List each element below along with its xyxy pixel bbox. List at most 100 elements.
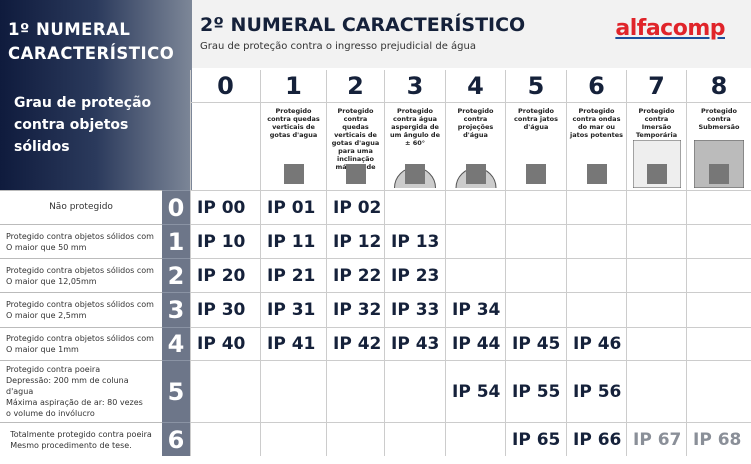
ip-code-cell: IP 45 [505, 327, 566, 360]
ip-code-cell: IP 11 [260, 224, 326, 258]
empty-cell [190, 360, 260, 422]
ip-code-cell: IP 30 [190, 292, 260, 327]
ip-code-cell: IP 21 [260, 258, 326, 292]
empty-cell [626, 360, 686, 422]
column-description-2: Protegido contra quedas verticais de got… [326, 102, 384, 190]
ip-code-cell: IP 65 [505, 422, 566, 456]
empty-cell [626, 292, 686, 327]
column-description-text: Protegido contra água aspergida de um ân… [390, 107, 440, 147]
ip-code-cell: IP 13 [384, 224, 445, 258]
ip-code-cell: IP 46 [566, 327, 626, 360]
empty-cell [260, 360, 326, 422]
column-description-8: Protegido contra Submersão [686, 102, 751, 190]
empty-cell [384, 190, 445, 224]
empty-cell [505, 258, 566, 292]
column-number-6: 6 [566, 70, 626, 102]
ip-code-cell: IP 01 [260, 190, 326, 224]
empty-cell [566, 190, 626, 224]
ip-code-cell: IP 23 [384, 258, 445, 292]
empty-cell [505, 292, 566, 327]
column-description-text: Protegido contra Imersão Temporária [635, 107, 678, 139]
row-number-3: 3 [162, 292, 190, 327]
column-number-3: 3 [384, 70, 445, 102]
empty-cell [326, 422, 384, 456]
empty-cell [626, 224, 686, 258]
water-protection-illustration-icon [694, 140, 744, 188]
ip-code-cell: IP 20 [190, 258, 260, 292]
row-label-0: Não protegido [0, 190, 162, 224]
column-description-7: Protegido contra Imersão Temporária [626, 102, 686, 190]
empty-cell [686, 292, 751, 327]
column-number-4: 4 [445, 70, 505, 102]
empty-cell [505, 190, 566, 224]
ip-code-cell: IP 67 [626, 422, 686, 456]
column-description-text: Protegido contra ondas do mar ou jatos p… [570, 107, 623, 139]
column-number-0: 0 [190, 70, 260, 102]
ip-code-cell: IP 42 [326, 327, 384, 360]
second-numeral-subtitle: Grau de proteção contra o ingresso preju… [200, 41, 476, 52]
water-protection-illustration-icon [632, 140, 681, 188]
column-number-7: 7 [626, 70, 686, 102]
empty-cell [686, 327, 751, 360]
row-number-5: 5 [162, 360, 190, 422]
second-numeral-header: 2º NUMERAL CARACTERÍSTICO Grau de proteç… [192, 0, 751, 68]
column-number-8: 8 [686, 70, 751, 102]
alfacomp-logo: alfacomp [615, 16, 725, 41]
row-number-4: 4 [162, 327, 190, 360]
empty-cell [505, 224, 566, 258]
ip-code-cell: IP 43 [384, 327, 445, 360]
ip-code-cell: IP 22 [326, 258, 384, 292]
ip-code-cell: IP 02 [326, 190, 384, 224]
column-description-text: Protegido contra projeções d'água [457, 107, 494, 139]
empty-cell [626, 190, 686, 224]
empty-cell [686, 190, 751, 224]
column-description-3: Protegido contra água aspergida de um ân… [384, 102, 445, 190]
ip-code-cell: IP 32 [326, 292, 384, 327]
column-description-0 [190, 102, 260, 190]
water-protection-illustration-icon [455, 164, 496, 188]
ip-code-cell: IP 56 [566, 360, 626, 422]
empty-cell [566, 224, 626, 258]
column-description-6: Protegido contra ondas do mar ou jatos p… [566, 102, 626, 190]
row-label-5: Protegido contra poeira Depressão: 200 m… [0, 360, 162, 422]
ip-code-cell: IP 66 [566, 422, 626, 456]
ip-code-cell: IP 10 [190, 224, 260, 258]
empty-cell [626, 258, 686, 292]
empty-cell [445, 258, 505, 292]
first-numeral-panel: 1º NUMERAL CARACTERÍSTICO Grau de proteç… [0, 0, 192, 190]
first-numeral-title: 1º NUMERAL CARACTERÍSTICO [8, 20, 175, 63]
empty-cell [686, 258, 751, 292]
empty-cell [626, 327, 686, 360]
empty-cell [445, 190, 505, 224]
row-number-6: 6 [162, 422, 190, 456]
empty-cell [190, 422, 260, 456]
column-description-text: Protegido contra Submersão [698, 107, 740, 131]
column-description-4: Protegido contra projeções d'água [445, 102, 505, 190]
water-protection-illustration-icon [345, 164, 366, 184]
row-label-4: Protegido contra objetos sólidos com O m… [0, 327, 162, 360]
row-label-6: Totalmente protegido contra poeira Mesmo… [0, 422, 162, 456]
empty-cell [566, 258, 626, 292]
row-number-0: 0 [162, 190, 190, 224]
ip-code-cell: IP 12 [326, 224, 384, 258]
ip-code-cell: IP 34 [445, 292, 505, 327]
empty-cell [686, 224, 751, 258]
water-protection-illustration-icon [283, 164, 304, 184]
ip-code-cell: IP 54 [445, 360, 505, 422]
second-numeral-title: 2º NUMERAL CARACTERÍSTICO [200, 14, 526, 36]
row-label-2: Protegido contra objetos sólidos com O m… [0, 258, 162, 292]
ip-code-cell: IP 40 [190, 327, 260, 360]
empty-cell [260, 422, 326, 456]
ip-code-cell: IP 00 [190, 190, 260, 224]
row-number-1: 1 [162, 224, 190, 258]
ip-code-cell: IP 33 [384, 292, 445, 327]
ip-code-cell: IP 44 [445, 327, 505, 360]
column-number-2: 2 [326, 70, 384, 102]
row-label-1: Protegido contra objetos sólidos com O m… [0, 224, 162, 258]
water-protection-illustration-icon [526, 164, 546, 184]
empty-cell [686, 360, 751, 422]
empty-cell [326, 360, 384, 422]
water-protection-illustration-icon [586, 164, 607, 184]
empty-cell [384, 360, 445, 422]
column-number-1: 1 [260, 70, 326, 102]
